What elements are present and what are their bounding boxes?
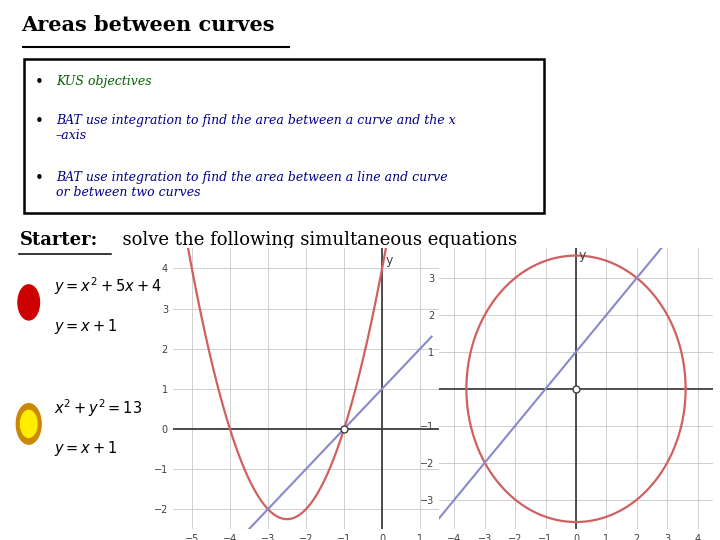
Text: $y = x + 1$: $y = x + 1$: [53, 317, 117, 336]
Text: $y = x^2 + 5x + 4$: $y = x^2 + 5x + 4$: [53, 275, 161, 297]
Text: Starter:: Starter:: [20, 231, 99, 249]
Text: y: y: [579, 249, 586, 262]
Circle shape: [18, 285, 40, 320]
Text: BAT use integration to find the area between a curve and the x
–axis: BAT use integration to find the area bet…: [55, 114, 455, 142]
Text: y: y: [385, 254, 392, 267]
Text: $y = x + 1$: $y = x + 1$: [53, 438, 117, 458]
FancyBboxPatch shape: [24, 59, 544, 213]
Circle shape: [20, 410, 37, 437]
Text: $x^2 + y^2 = 13$: $x^2 + y^2 = 13$: [53, 397, 142, 418]
Text: •: •: [35, 171, 44, 186]
Circle shape: [17, 403, 41, 444]
Text: Areas between curves: Areas between curves: [22, 15, 275, 35]
Text: •: •: [35, 114, 44, 129]
Text: •: •: [35, 75, 44, 90]
Text: solve the following simultaneous equations: solve the following simultaneous equatio…: [111, 231, 517, 249]
Text: KUS objectives: KUS objectives: [55, 75, 151, 88]
Text: BAT use integration to find the area between a line and curve
or between two cur: BAT use integration to find the area bet…: [55, 171, 447, 199]
